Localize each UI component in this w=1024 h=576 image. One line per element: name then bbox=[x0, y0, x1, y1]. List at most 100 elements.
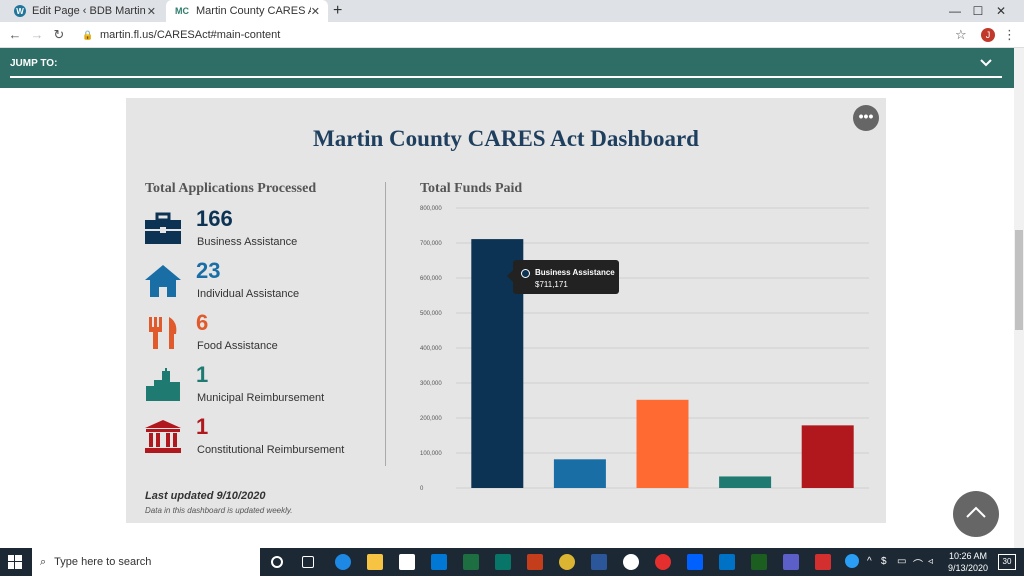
individual-label: Individual Assistance bbox=[197, 288, 300, 300]
fork-knife-icon bbox=[149, 317, 177, 349]
business-count: 166 bbox=[196, 206, 233, 231]
cares-dashboard: Martin County CARES Act Dashboard ••• To… bbox=[126, 98, 886, 523]
reload-icon[interactable]: ↻ bbox=[53, 27, 65, 42]
tab-title: Edit Page ‹ BDB Martin County — bbox=[32, 5, 147, 17]
battery-icon[interactable]: ▭ bbox=[897, 556, 907, 567]
outlook-icon[interactable] bbox=[719, 554, 735, 570]
martin-county-icon: MC bbox=[175, 6, 189, 16]
profile-avatar[interactable]: J bbox=[981, 28, 995, 42]
bar-municipal-reimbursement[interactable] bbox=[719, 476, 772, 488]
y-tick-label: 700,000 bbox=[420, 241, 442, 247]
clock-time: 10:26 AM bbox=[948, 551, 988, 561]
word-icon[interactable] bbox=[591, 554, 607, 570]
mail-icon[interactable] bbox=[431, 554, 447, 570]
tab-cares-act[interactable]: MC Martin County CARES Act Assista ✕ bbox=[166, 0, 328, 22]
cortana-icon[interactable] bbox=[271, 556, 283, 568]
bar-constitutional-reimbursement[interactable] bbox=[801, 425, 854, 488]
food-count: 6 bbox=[196, 310, 209, 335]
network-icon[interactable]: ⌒ bbox=[913, 560, 923, 571]
y-tick-label: 100,000 bbox=[420, 451, 442, 457]
forward-icon[interactable]: → bbox=[30, 27, 44, 42]
clock-date: 9/13/2020 bbox=[947, 563, 989, 573]
file-explorer-icon[interactable] bbox=[367, 554, 383, 570]
chrome-icon[interactable] bbox=[559, 554, 575, 570]
section-divider bbox=[385, 182, 386, 466]
minimize-button[interactable]: — bbox=[949, 4, 961, 18]
photos-icon[interactable] bbox=[623, 554, 639, 570]
courthouse-icon bbox=[145, 420, 181, 453]
back-to-top-button[interactable] bbox=[953, 491, 999, 537]
applications-heading: Total Applications Processed bbox=[145, 181, 317, 196]
last-updated: Last updated 9/10/2020 bbox=[145, 490, 266, 502]
close-tab-icon[interactable]: ✕ bbox=[146, 5, 156, 18]
powerpoint-icon[interactable] bbox=[527, 554, 543, 570]
more-options-button[interactable]: ••• bbox=[853, 105, 879, 131]
tooltip-value: $711,171 bbox=[535, 280, 568, 289]
food-label: Food Assistance bbox=[197, 340, 278, 352]
tray-chevron-up-icon[interactable]: ^ bbox=[867, 556, 872, 567]
tooltip-arrow bbox=[507, 270, 513, 282]
maximize-button[interactable]: ☐ bbox=[972, 4, 984, 18]
search-placeholder: Type here to search bbox=[54, 556, 152, 568]
bar-individual-assistance[interactable] bbox=[553, 459, 606, 488]
store-icon[interactable] bbox=[399, 554, 415, 570]
update-note: Data in this dashboard is updated weekly… bbox=[145, 506, 293, 515]
chart-tooltip: Business Assistance $711,171 bbox=[507, 260, 619, 294]
scrollbar-thumb[interactable] bbox=[1015, 230, 1023, 330]
dollar-icon[interactable]: $ bbox=[881, 556, 887, 567]
dashboard-title: Martin County CARES Act Dashboard bbox=[313, 126, 699, 151]
business-label: Business Assistance bbox=[197, 236, 298, 248]
close-window-button[interactable]: ✕ bbox=[995, 4, 1007, 18]
y-tick-label: 200,000 bbox=[420, 416, 442, 422]
close-tab-icon[interactable]: ✕ bbox=[310, 5, 320, 18]
excel-icon[interactable] bbox=[463, 554, 479, 570]
tab-title: Martin County CARES Act Assista bbox=[196, 5, 311, 17]
browser-tab-strip: W Edit Page ‹ BDB Martin County — ✕ MC M… bbox=[0, 0, 1024, 22]
y-tick-label: 800,000 bbox=[420, 206, 442, 212]
acrobat-icon[interactable] bbox=[815, 554, 831, 570]
constitutional-label: Constitutional Reimbursement bbox=[197, 444, 345, 456]
jump-bar-underline bbox=[10, 76, 1002, 78]
bar-food-assistance[interactable] bbox=[636, 399, 689, 488]
teams-icon[interactable] bbox=[783, 554, 799, 570]
browser-menu-icon[interactable]: ⋮ bbox=[1003, 27, 1016, 42]
jump-to-bar[interactable]: JUMP TO: bbox=[0, 48, 1014, 88]
publisher-icon[interactable] bbox=[495, 554, 511, 570]
individual-count: 23 bbox=[196, 258, 221, 283]
dropbox-icon[interactable] bbox=[687, 554, 703, 570]
y-tick-label: 400,000 bbox=[420, 346, 442, 352]
tooltip-name: Business Assistance bbox=[535, 268, 615, 277]
funds-heading: Total Funds Paid bbox=[420, 181, 523, 196]
url-text: martin.fl.us/CARESAct#main-content bbox=[100, 29, 281, 41]
chevron-down-icon[interactable] bbox=[980, 56, 992, 71]
help-icon[interactable] bbox=[845, 554, 859, 568]
bookmark-star-icon[interactable]: ☆ bbox=[955, 27, 967, 42]
y-tick-label: 0 bbox=[420, 486, 424, 492]
constitutional-count: 1 bbox=[196, 414, 209, 439]
edge-icon[interactable] bbox=[335, 554, 351, 570]
tab-edit-page[interactable]: W Edit Page ‹ BDB Martin County — ✕ bbox=[6, 0, 164, 22]
municipal-count: 1 bbox=[196, 362, 209, 387]
tooltip-series-dot bbox=[521, 269, 530, 278]
y-tick-label: 300,000 bbox=[420, 381, 442, 387]
back-icon[interactable]: ← bbox=[8, 27, 22, 42]
notification-center-icon[interactable]: 30 bbox=[998, 554, 1016, 570]
volume-icon[interactable]: ◃ bbox=[928, 556, 934, 567]
creative-cloud-icon[interactable] bbox=[655, 554, 671, 570]
url-field[interactable]: 🔒 martin.fl.us/CARESAct#main-content bbox=[76, 25, 976, 45]
municipal-label: Municipal Reimbursement bbox=[197, 392, 325, 404]
house-icon bbox=[145, 265, 181, 297]
task-view-icon[interactable] bbox=[302, 556, 314, 568]
briefcase-icon bbox=[145, 212, 181, 244]
taskbar-clock[interactable]: 10:26 AM 9/13/2020 bbox=[942, 550, 994, 574]
jump-to-label: JUMP TO: bbox=[10, 58, 58, 69]
taskbar-search[interactable]: ⌕ Type here to search bbox=[32, 548, 260, 576]
y-tick-label: 500,000 bbox=[420, 311, 442, 317]
city-icon bbox=[146, 368, 180, 401]
windows-start-icon[interactable] bbox=[8, 555, 22, 569]
search-icon: ⌕ bbox=[40, 555, 47, 568]
new-tab-button[interactable]: + bbox=[333, 2, 343, 19]
address-bar: ← → ↻ 🔒 martin.fl.us/CARESAct#main-conte… bbox=[0, 22, 1024, 48]
app-s-icon[interactable] bbox=[751, 554, 767, 570]
y-tick-label: 600,000 bbox=[420, 276, 442, 282]
